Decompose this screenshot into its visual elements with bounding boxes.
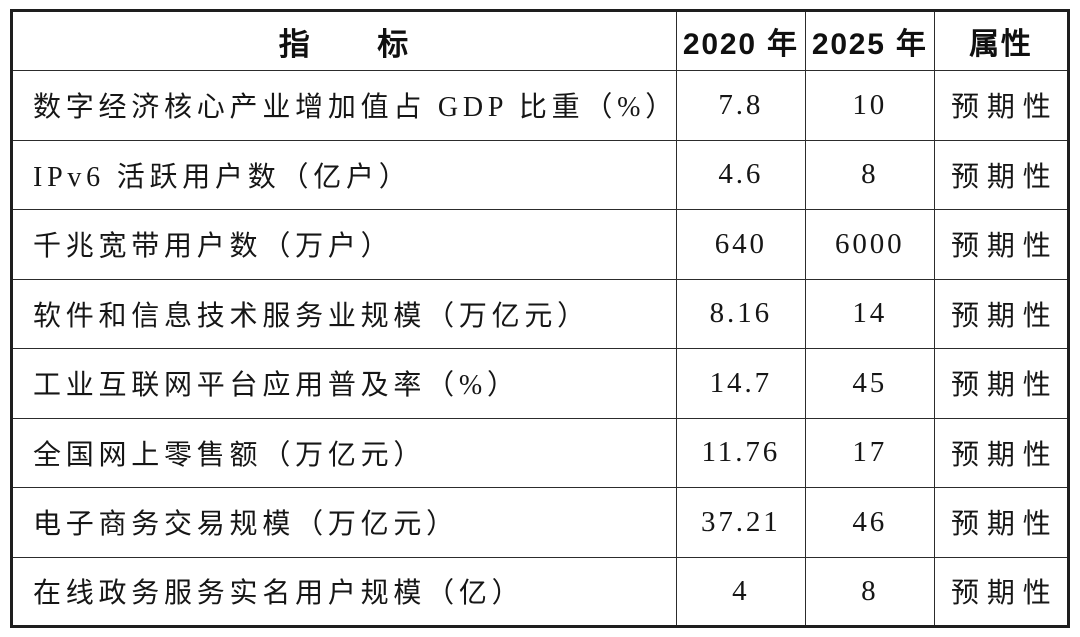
table-row: IPv6 活跃用户数（亿户） 4.6 8 预期性 <box>11 139 1070 210</box>
col-header-indicator: 指 标 <box>11 10 677 71</box>
value-2020-cell: 4 <box>675 556 806 627</box>
table-row: 千兆宽带用户数（万户） 640 6000 预期性 <box>11 209 1070 280</box>
value-2020-cell: 11.76 <box>675 417 806 488</box>
attribute-cell: 预期性 <box>933 348 1070 419</box>
indicator-cell: 电子商务交易规模（万亿元） <box>11 487 677 558</box>
value-2020-cell: 7.8 <box>675 70 806 141</box>
value-2025-cell: 8 <box>804 139 935 210</box>
table-row: 在线政务服务实名用户规模（亿） 4 8 预期性 <box>11 556 1070 627</box>
value-2025-cell: 10 <box>804 70 935 141</box>
value-2025-cell: 8 <box>804 556 935 627</box>
value-2025-cell: 17 <box>804 417 935 488</box>
value-2025-cell: 46 <box>804 487 935 558</box>
value-2020-cell: 640 <box>675 209 806 280</box>
table-body: 数字经济核心产业增加值占 GDP 比重（%） 7.8 10 预期性 IPv6 活跃用户数… <box>11 70 1070 627</box>
table-row: 软件和信息技术服务业规模（万亿元） 8.16 14 预期性 <box>11 278 1070 349</box>
value-2025-cell: 14 <box>804 278 935 349</box>
indicator-cell: 全国网上零售额（万亿元） <box>11 417 677 488</box>
attribute-cell: 预期性 <box>933 556 1070 627</box>
indicator-cell: 在线政务服务实名用户规模（亿） <box>11 556 677 627</box>
table-row: 全国网上零售额（万亿元） 11.76 17 预期性 <box>11 417 1070 488</box>
indicator-cell: 工业互联网平台应用普及率（%） <box>11 348 677 419</box>
targets-table: 指 标 2020 年 2025 年 属性 数字经济核心产业增加值占 GDP 比重… <box>10 9 1070 628</box>
value-2020-cell: 4.6 <box>675 139 806 210</box>
value-2020-cell: 37.21 <box>675 487 806 558</box>
indicator-cell: IPv6 活跃用户数（亿户） <box>11 139 677 210</box>
table-row: 工业互联网平台应用普及率（%） 14.7 45 预期性 <box>11 348 1070 419</box>
value-2025-cell: 6000 <box>804 209 935 280</box>
col-header-2025: 2025 年 <box>804 10 935 71</box>
indicator-cell: 数字经济核心产业增加值占 GDP 比重（%） <box>11 70 677 141</box>
table-row: 电子商务交易规模（万亿元） 37.21 46 预期性 <box>11 487 1070 558</box>
attribute-cell: 预期性 <box>933 70 1070 141</box>
attribute-cell: 预期性 <box>933 487 1070 558</box>
indicator-cell: 千兆宽带用户数（万户） <box>11 209 677 280</box>
attribute-cell: 预期性 <box>933 417 1070 488</box>
value-2020-cell: 8.16 <box>675 278 806 349</box>
table-row: 数字经济核心产业增加值占 GDP 比重（%） 7.8 10 预期性 <box>11 70 1070 141</box>
table-head: 指 标 2020 年 2025 年 属性 <box>11 10 1070 71</box>
attribute-cell: 预期性 <box>933 278 1070 349</box>
table-header-row: 指 标 2020 年 2025 年 属性 <box>11 10 1070 71</box>
value-2025-cell: 45 <box>804 348 935 419</box>
attribute-cell: 预期性 <box>933 139 1070 210</box>
col-header-attribute: 属性 <box>933 10 1070 71</box>
col-header-2020: 2020 年 <box>675 10 806 71</box>
value-2020-cell: 14.7 <box>675 348 806 419</box>
indicator-cell: 软件和信息技术服务业规模（万亿元） <box>11 278 677 349</box>
attribute-cell: 预期性 <box>933 209 1070 280</box>
